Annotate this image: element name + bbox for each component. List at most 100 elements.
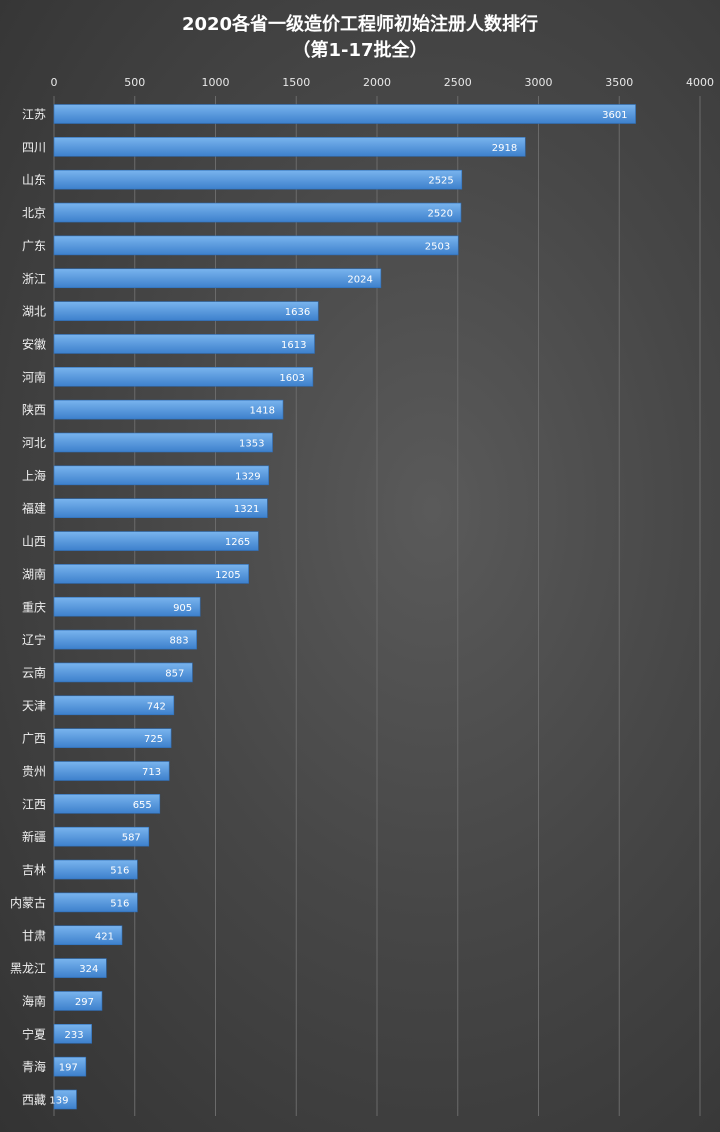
data-label: 297 xyxy=(75,997,94,1008)
chart-title: 2020各省一级造价工程师初始注册人数排行 xyxy=(182,13,538,35)
category-label: 西藏 xyxy=(22,1093,46,1107)
category-label: 湖南 xyxy=(22,566,46,581)
category-label: 重庆 xyxy=(22,600,46,614)
category-label: 福建 xyxy=(22,501,46,516)
data-label: 1205 xyxy=(215,570,240,581)
category-label: 江西 xyxy=(22,797,46,811)
data-label: 905 xyxy=(173,603,192,614)
category-label: 贵州 xyxy=(22,765,46,779)
data-label: 883 xyxy=(170,636,189,647)
x-axis-ticks: 0 500 1000 1500 2000 2500 3000 3500 4000 xyxy=(51,76,715,89)
bar xyxy=(53,334,315,354)
x-tick-label: 4000 xyxy=(686,76,714,89)
data-label: 324 xyxy=(79,964,98,975)
category-label: 广东 xyxy=(22,239,46,253)
data-label: 1329 xyxy=(235,471,260,482)
bar xyxy=(53,531,259,551)
data-label: 1321 xyxy=(234,504,259,515)
category-label: 山东 xyxy=(22,173,46,187)
bars: 3601 2918 2525 2520 2503 2024 1636 1613 1603 1418… xyxy=(49,104,636,1110)
bar xyxy=(53,432,273,453)
category-label: 内蒙古 xyxy=(10,895,46,910)
data-label: 2520 xyxy=(428,209,453,220)
bar xyxy=(53,137,526,157)
category-label: 辽宁 xyxy=(22,632,46,647)
bar xyxy=(53,235,459,256)
category-label: 北京 xyxy=(22,206,46,220)
data-label: 421 xyxy=(95,931,114,942)
bar xyxy=(53,104,636,124)
data-label: 3601 xyxy=(602,110,627,121)
data-label: 1418 xyxy=(250,406,275,417)
category-labels: 江苏四川山东北京广东浙江湖北安徽河南陕西河北上海福建山西湖南重庆辽宁云南天津广西… xyxy=(10,108,46,1108)
data-label: 1353 xyxy=(239,439,264,450)
category-label: 青海 xyxy=(22,1059,46,1074)
bar xyxy=(53,399,284,420)
data-label: 2503 xyxy=(425,241,450,252)
category-label: 湖北 xyxy=(22,304,46,319)
category-label: 天津 xyxy=(22,699,46,713)
category-label: 黑龙江 xyxy=(10,962,46,976)
category-label: 上海 xyxy=(22,468,46,483)
data-label: 197 xyxy=(59,1063,78,1074)
bar xyxy=(53,202,462,223)
chart-subtitle: （第1-17批全） xyxy=(292,39,427,61)
category-label: 江苏 xyxy=(22,108,46,122)
category-label: 宁夏 xyxy=(22,1026,46,1041)
bar xyxy=(53,629,197,650)
x-tick-label: 3000 xyxy=(525,76,553,89)
category-label: 陕西 xyxy=(22,402,46,417)
bar xyxy=(53,268,382,289)
category-label: 河北 xyxy=(22,436,46,450)
data-label: 857 xyxy=(165,668,184,679)
bar xyxy=(53,1024,92,1044)
x-tick-label: 0 xyxy=(51,76,58,89)
data-label: 742 xyxy=(147,701,166,712)
category-label: 海南 xyxy=(22,993,46,1008)
data-label: 1613 xyxy=(281,340,306,351)
x-tick-label: 1000 xyxy=(202,76,230,89)
category-label: 山西 xyxy=(22,535,46,549)
bar xyxy=(53,859,138,880)
data-label: 1636 xyxy=(285,307,310,318)
bar xyxy=(53,925,123,946)
bar xyxy=(53,958,107,978)
data-label: 516 xyxy=(110,898,129,909)
category-label: 河南 xyxy=(22,369,46,384)
data-label: 2918 xyxy=(492,143,517,154)
x-tick-label: 3500 xyxy=(605,76,633,89)
data-label: 139 xyxy=(49,1096,68,1107)
bar xyxy=(53,1056,87,1077)
category-label: 四川 xyxy=(22,140,46,154)
bar xyxy=(53,301,319,321)
category-label: 新疆 xyxy=(22,829,46,844)
data-label: 2525 xyxy=(428,176,453,187)
bar xyxy=(53,695,175,716)
category-label: 云南 xyxy=(22,665,46,680)
bar xyxy=(53,892,138,913)
bar xyxy=(53,366,314,387)
data-label: 1603 xyxy=(279,373,304,384)
bar xyxy=(53,498,268,519)
gridlines xyxy=(53,96,701,1116)
bar xyxy=(53,826,150,847)
category-label: 安徽 xyxy=(22,336,46,351)
data-label: 516 xyxy=(110,866,129,877)
data-label: 587 xyxy=(122,833,141,844)
data-label: 1265 xyxy=(225,537,250,548)
x-tick-label: 2500 xyxy=(444,76,472,89)
data-label: 233 xyxy=(65,1030,84,1041)
category-label: 吉林 xyxy=(22,863,46,877)
bar xyxy=(53,169,463,190)
bar xyxy=(53,662,193,683)
bar xyxy=(53,991,103,1011)
bar xyxy=(53,465,269,486)
category-label: 广西 xyxy=(22,732,46,746)
bar xyxy=(53,794,161,814)
data-label: 2024 xyxy=(347,274,372,285)
bar xyxy=(53,761,170,781)
bar xyxy=(53,596,201,617)
bar xyxy=(53,1089,77,1110)
data-label: 655 xyxy=(133,800,152,811)
